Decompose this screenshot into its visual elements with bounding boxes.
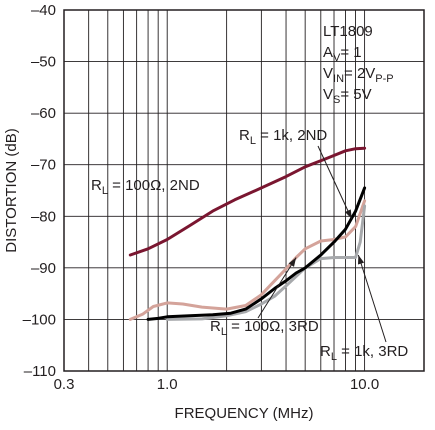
annotation-rl100-3rd: RL = 100Ω, 3RD [210,318,319,338]
y-tick-label: –60 [31,105,56,122]
annotation-rl1k-2nd-subscript: L [250,135,256,147]
info-gain-subscript: V [333,52,341,64]
series-line-rl100-2nd [128,146,367,257]
y-tick-label: –100 [23,311,56,328]
x-tick-label: 10.0 [350,376,379,393]
y-tick-label: –80 [31,208,56,225]
annotation-rl1k-3rd-symbol: R [320,343,331,360]
y-tick-label: –110 [24,363,56,380]
annotation-rl1k-2nd-symbol: R [239,127,250,144]
annotation-rl1k-2nd-text: = 1k, 2ND [256,127,327,144]
info-gain-value: = 1 [340,44,361,61]
annotation-rl1k-2nd: RL = 1k, 2ND [239,127,327,147]
annotation-rl100-3rd-text: = 100Ω, 3RD [227,318,319,335]
leader-rl100-3rd [257,257,297,319]
info-vin-symbol: V [323,65,333,82]
y-tick-label: –40 [31,2,56,19]
y-tick-label: –50 [31,54,56,71]
annotation-rl1k-3rd-text: = 1k, 3RD [337,343,408,360]
leader-rl100-3rd-arrowhead [288,257,297,267]
y-axis-label: DISTORTION (dB) [3,128,20,252]
leader-rl1k-2nd [317,145,353,220]
info-vs-symbol: V [323,86,333,103]
x-axis-label: FREQUENCY (MHz) [175,405,314,422]
annotation-rl100-2nd: RL = 100Ω, 2ND [91,177,200,197]
leader-rl1k-3rd [357,254,387,343]
annotation-rl1k-3rd-subscript: L [331,351,337,363]
info-vin-unit-subscript: P-P [375,73,393,85]
annotation-rl100-2nd-subscript: L [102,185,108,197]
annotation-rl100-3rd-symbol: R [210,318,221,335]
annotation-rl100-2nd-text: = 100Ω, 2ND [108,177,200,194]
series-line-rl1k-2nd [146,186,367,321]
x-tick-label: 1.0 [157,376,178,393]
info-vs-subscript: S [333,94,340,106]
series-annotations: RL = 100Ω, 2ND RL = 1k, 2ND RL = 100Ω, 3… [91,127,408,363]
y-tick-label: –70 [31,157,56,174]
series-lines [128,146,367,321]
annotation-rl100-3rd-subscript: L [221,326,227,338]
x-tick-label: 0.3 [54,376,75,393]
grid [64,10,424,371]
info-gain: AV= 1 [323,44,362,64]
info-gain-symbol: A [323,44,333,61]
info-vs-value: = 5V [340,86,371,103]
info-box: LT1809 AV= 1 VIN= 2VP-P VS= 5V [323,23,394,106]
info-input-voltage: VIN= 2VP-P [323,65,394,85]
annotation-rl100-2nd-symbol: R [91,177,102,194]
info-vin-subscript: IN [333,73,344,85]
leader-rl1k-3rd-arrowhead [358,255,365,265]
leader-lines [257,145,387,343]
series-line-rl100-3rd [128,199,367,321]
info-part-number: LT1809 [323,23,373,40]
y-tick-label: –90 [31,260,56,277]
leader-rl1k-2nd-arrowhead [345,209,352,219]
info-supply-voltage: VS= 5V [323,86,372,106]
plot-frame [63,9,425,372]
series-line-rl1k-3rd [165,204,367,321]
info-vin-value: = 2V [344,65,375,82]
annotation-rl1k-3rd: RL = 1k, 3RD [320,343,408,363]
